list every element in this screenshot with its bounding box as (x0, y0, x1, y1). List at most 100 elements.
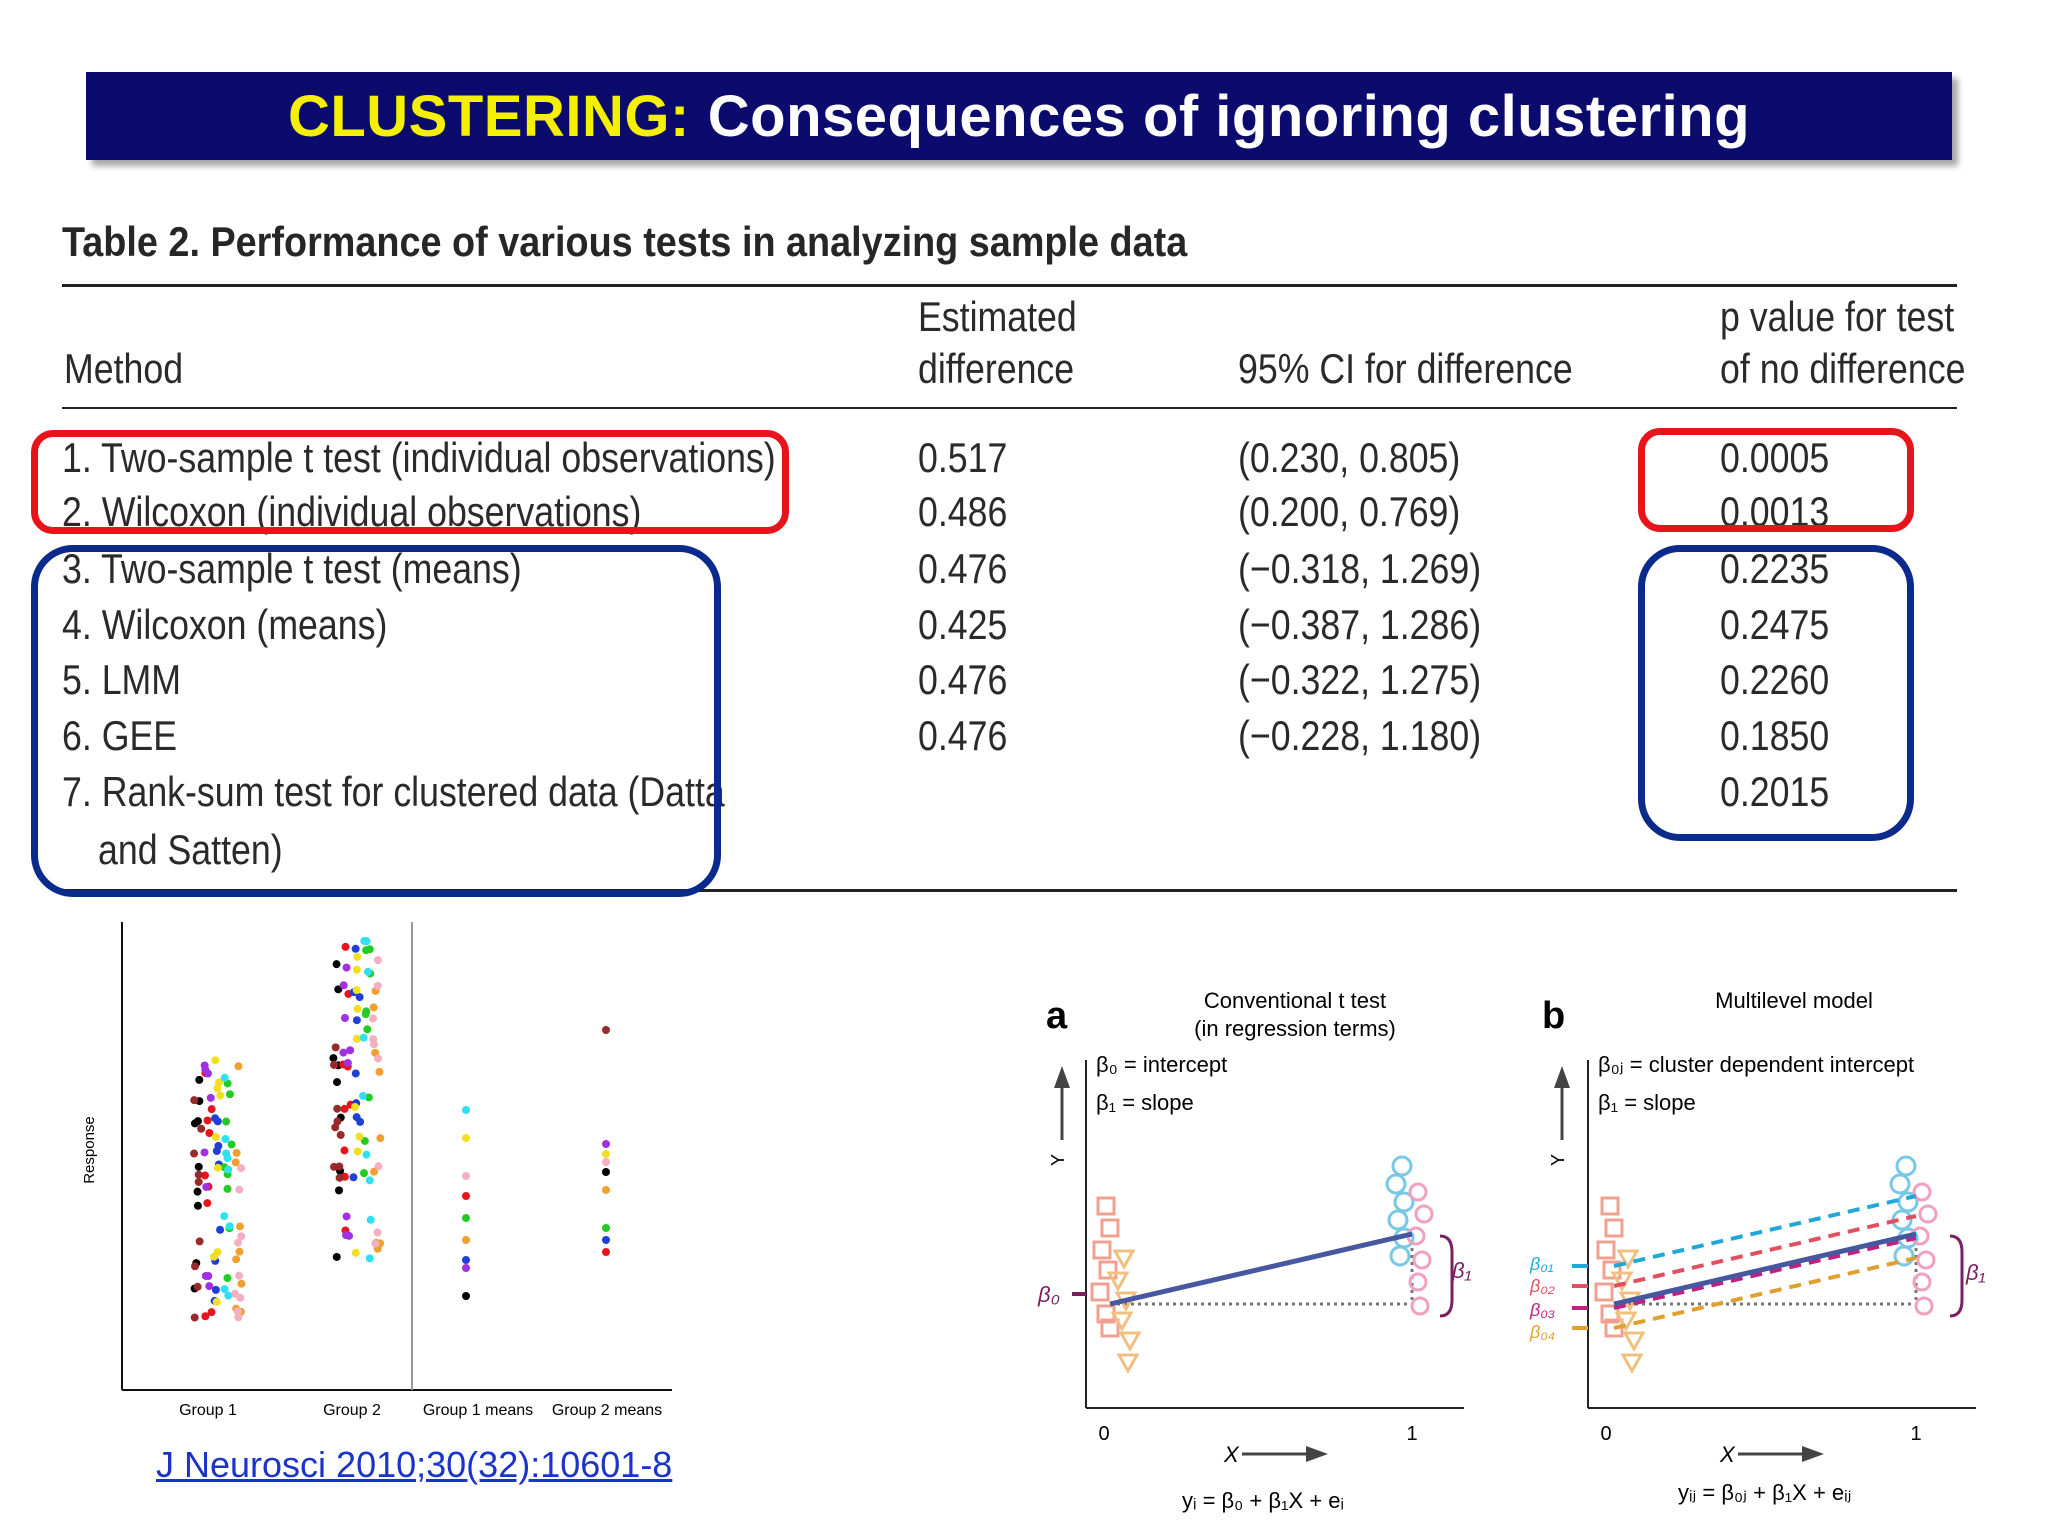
triangle-marker (1118, 1331, 1142, 1353)
scatter-point (353, 952, 362, 961)
circle-marker-blue (1389, 1245, 1411, 1267)
circle-marker-blue (1387, 1209, 1409, 1231)
panel-b-b03-label: β₀₃ (1529, 1300, 1555, 1320)
circle-marker-pink (1914, 1296, 1934, 1316)
scatter-point (602, 1026, 610, 1034)
panel-b-x-arrowhead (1802, 1446, 1824, 1462)
scatter-point (220, 1285, 229, 1294)
scatter-point (206, 1093, 215, 1102)
scatter-point (221, 1135, 230, 1144)
scatter-point (349, 1173, 358, 1182)
panel-b-title: Multilevel model (1715, 988, 1873, 1013)
panel-a-beta0-label: β₀ (1037, 1282, 1060, 1307)
scatter-point (194, 1170, 203, 1179)
circle-marker-pink (1408, 1272, 1428, 1292)
scatter-point (197, 1124, 206, 1133)
scatter-point (355, 1132, 364, 1141)
scatter-point (333, 1117, 342, 1126)
scatter-point (462, 1236, 470, 1244)
row-3-estimate: 0.476 (918, 545, 1008, 592)
scatter-point (360, 1136, 369, 1145)
scatter-point (369, 1003, 378, 1012)
panel-b-letter: b (1542, 995, 1565, 1037)
row-1-method: 1. Two-sample t test (individual observa… (62, 434, 776, 481)
triangle-marker (1620, 1353, 1644, 1375)
row-7-p: 0.2015 (1720, 768, 1830, 815)
row-7-method: 7. Rank-sum test for clustered data (Dat… (62, 768, 725, 815)
circle-marker-blue (1385, 1173, 1407, 1195)
panel-a-title-line1: Conventional t test (1204, 988, 1386, 1013)
scatter-point (207, 1105, 216, 1114)
scatter-point (462, 1192, 470, 1200)
scatter-point (341, 942, 350, 951)
scatter-point (462, 1214, 470, 1222)
panel-b: b Multilevel model β₀ⱼ = cluster depende… (1529, 988, 1986, 1505)
scatter-point (220, 1073, 229, 1082)
scatter-point (333, 1078, 342, 1087)
row-5-ci: (−0.322, 1.275) (1238, 656, 1482, 703)
scatter-point (190, 1313, 199, 1322)
triangle-marker (1610, 1271, 1634, 1293)
scatter-point (362, 1150, 371, 1159)
panel-a-y-arrowhead (1054, 1066, 1070, 1088)
citation-link[interactable]: J Neurosci 2010;30(32):10601-8 (156, 1444, 673, 1485)
panel-b-equation: yᵢⱼ = β₀ⱼ + β₁X + eᵢⱼ (1678, 1480, 1851, 1505)
scatter-point (332, 960, 341, 969)
row-6-p: 0.1850 (1720, 712, 1830, 759)
scatter-point (359, 1091, 368, 1100)
panel-b-markers (1594, 1155, 1938, 1375)
scatter-point (193, 1201, 202, 1210)
panel-a-x-label: X (1223, 1442, 1240, 1467)
panel-b-cluster-line-3 (1613, 1236, 1917, 1310)
scatter-point (352, 1113, 361, 1122)
scatter-cat-group2: Group 2 (323, 1402, 381, 1419)
scatter-point (212, 1147, 221, 1156)
panel-b-cluster-line-4 (1613, 1256, 1917, 1330)
square-marker (1602, 1260, 1622, 1280)
scatter-point (462, 1292, 470, 1300)
scatter-point (200, 1171, 209, 1180)
square-marker (1100, 1218, 1120, 1238)
scatter-point (363, 1025, 372, 1034)
scatter-point (193, 1117, 202, 1126)
panel-a-title-line2: (in regression terms) (1194, 1016, 1396, 1041)
row-4-method: 4. Wilcoxon (means) (62, 601, 388, 648)
scatter-point (211, 1056, 220, 1065)
table-title: Table 2. Performance of various tests in… (62, 218, 1188, 265)
red-highlight-box-methods (31, 430, 789, 534)
circle-marker-pink (1918, 1204, 1938, 1224)
scatter-point (203, 1116, 212, 1125)
scatter-point (195, 1237, 204, 1246)
scatter-point (353, 1004, 362, 1013)
table-top-rule (62, 284, 1957, 287)
circle-marker-pink (1912, 1272, 1932, 1292)
panel-b-x-tick-0: 0 (1600, 1423, 1611, 1445)
panel-a: a Conventional t test (in regression ter… (1037, 988, 1472, 1513)
scatter-point (336, 1130, 345, 1139)
blue-highlight-box-methods (31, 545, 721, 897)
scatter-point (602, 1236, 610, 1244)
scatter-point (237, 1232, 246, 1241)
circle-marker-pink (1410, 1296, 1430, 1316)
panel-a-beta1-brace (1439, 1234, 1454, 1318)
scatter-point (200, 1148, 209, 1157)
row-3-method: 3. Two-sample t test (means) (62, 545, 522, 592)
scatter-point (352, 986, 361, 995)
scatter-point (369, 1014, 378, 1023)
panel-b-y-arrowhead (1554, 1066, 1570, 1088)
scatter-cat-group1: Group 1 (179, 1402, 237, 1419)
red-highlight-box-pvalues (1638, 428, 1914, 532)
circle-marker-blue (1895, 1155, 1917, 1177)
scatter-point (234, 1313, 243, 1322)
scatter-point (193, 1282, 202, 1291)
scatter-point (374, 1162, 383, 1171)
square-marker (1600, 1196, 1620, 1216)
header-estimate-line1: Estimated (918, 293, 1077, 340)
scatter-point (331, 1043, 340, 1052)
scatter-point (234, 1062, 243, 1071)
scatter-point (375, 1067, 384, 1076)
panel-b-cluster-line-2 (1613, 1214, 1917, 1288)
scatter-point (360, 936, 369, 945)
scatter-point (201, 1312, 210, 1321)
circle-marker-blue (1393, 1191, 1415, 1213)
